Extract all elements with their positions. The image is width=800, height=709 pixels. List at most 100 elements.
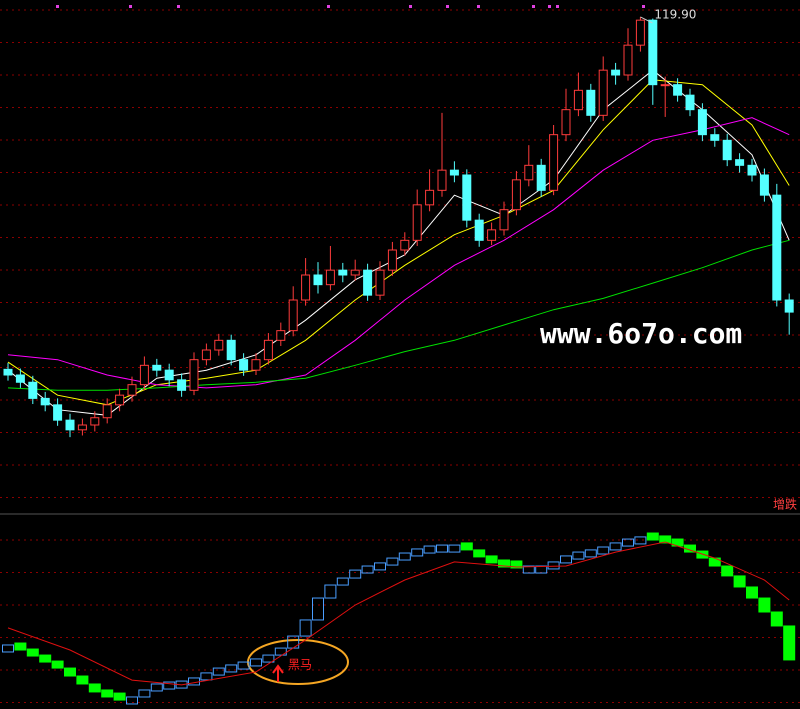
candle-body (152, 364, 162, 371)
candle-body (747, 164, 757, 176)
candle-body (325, 269, 335, 286)
signal-label: 黑马 (288, 658, 312, 672)
candle-body (635, 19, 645, 46)
top-dots (56, 5, 645, 8)
indicator-box (746, 586, 758, 599)
candle-body (784, 299, 794, 313)
indicator-box (262, 654, 275, 663)
indicator-box (522, 565, 535, 574)
indicator-box (14, 642, 27, 651)
candle-body (772, 194, 782, 301)
candle-body (53, 404, 63, 421)
indicator-box (448, 544, 461, 553)
max-label: 119.90 (654, 7, 696, 21)
indicator-box (212, 667, 225, 676)
candle-body (201, 349, 211, 361)
indicator-box (64, 667, 76, 677)
indicator-box (733, 575, 746, 588)
candle-body (648, 19, 658, 86)
indicator-box (324, 584, 337, 599)
indicator-box (250, 658, 262, 667)
indicator-box (88, 683, 101, 693)
candle-body (710, 134, 720, 141)
indicator-box (76, 675, 89, 685)
candle-body (226, 339, 236, 361)
moving-average (7, 239, 790, 391)
candle-body (313, 274, 323, 286)
candle-body (338, 269, 348, 276)
candle-body (549, 134, 559, 191)
indicator-box (386, 557, 399, 566)
candle-body (239, 359, 249, 371)
candle-body (623, 44, 633, 76)
candle-body (487, 229, 497, 241)
indicator-box (584, 549, 597, 558)
candle-body (673, 84, 683, 96)
indicator-box (473, 549, 486, 558)
candle-body (214, 339, 224, 351)
indicator-box (39, 654, 52, 663)
indicator-box (498, 559, 510, 568)
indicator-box (299, 619, 312, 637)
candle-body (437, 169, 447, 191)
grid (0, 9, 800, 703)
candle-body (598, 69, 608, 116)
candle-body (586, 89, 596, 116)
candle-body (276, 330, 286, 341)
indicator-box (138, 689, 151, 698)
indicator-box (646, 532, 659, 541)
indicator-box (237, 661, 250, 670)
indicator-box (163, 681, 176, 690)
indicator-box (597, 546, 610, 555)
indicator-box (200, 672, 213, 681)
candle-body (177, 379, 187, 391)
candle-body (301, 274, 311, 301)
candle-body (660, 84, 670, 87)
indicator-box (659, 535, 672, 544)
candle-body (412, 204, 422, 241)
candle-body (40, 397, 50, 406)
candle-body (15, 374, 25, 383)
candle-body (263, 339, 273, 361)
candle-body (363, 269, 373, 296)
indicator-box (126, 696, 138, 705)
candle-body (387, 249, 397, 271)
indicator-box (101, 689, 114, 698)
watermark: www.6o7o.com (540, 317, 742, 350)
indicator-box (423, 545, 436, 554)
indicator-box (150, 683, 163, 692)
candle-body (77, 424, 87, 431)
indicator-box (361, 565, 374, 574)
indicator-box (51, 660, 64, 669)
indicator-box (312, 597, 324, 621)
indicator-box (783, 625, 796, 661)
candle-body (611, 69, 621, 76)
indicator-box (721, 565, 734, 577)
indicator-box (374, 562, 386, 571)
candle-body (115, 394, 125, 406)
candle-body (735, 159, 745, 166)
indicator-box (398, 552, 411, 561)
indicator-box (436, 544, 448, 553)
candle-body (524, 164, 534, 181)
candle-body (65, 419, 75, 431)
candle-body (561, 109, 571, 136)
indicator-box (274, 647, 287, 656)
candle-body (189, 359, 199, 391)
indicator-box (758, 597, 771, 613)
indicator-box (336, 577, 349, 586)
candle-body (474, 219, 484, 241)
candle-body (400, 239, 410, 251)
indicator-box (113, 692, 126, 701)
candle-body (288, 299, 298, 332)
indicator-box (485, 555, 498, 564)
candle-body (3, 368, 13, 376)
candle-body (536, 164, 546, 191)
candle-body (425, 189, 435, 206)
candle-body (697, 109, 707, 136)
indicator-box (560, 555, 572, 564)
indicator-box (2, 644, 14, 653)
candle-body (28, 381, 38, 399)
candle-body (462, 174, 472, 221)
